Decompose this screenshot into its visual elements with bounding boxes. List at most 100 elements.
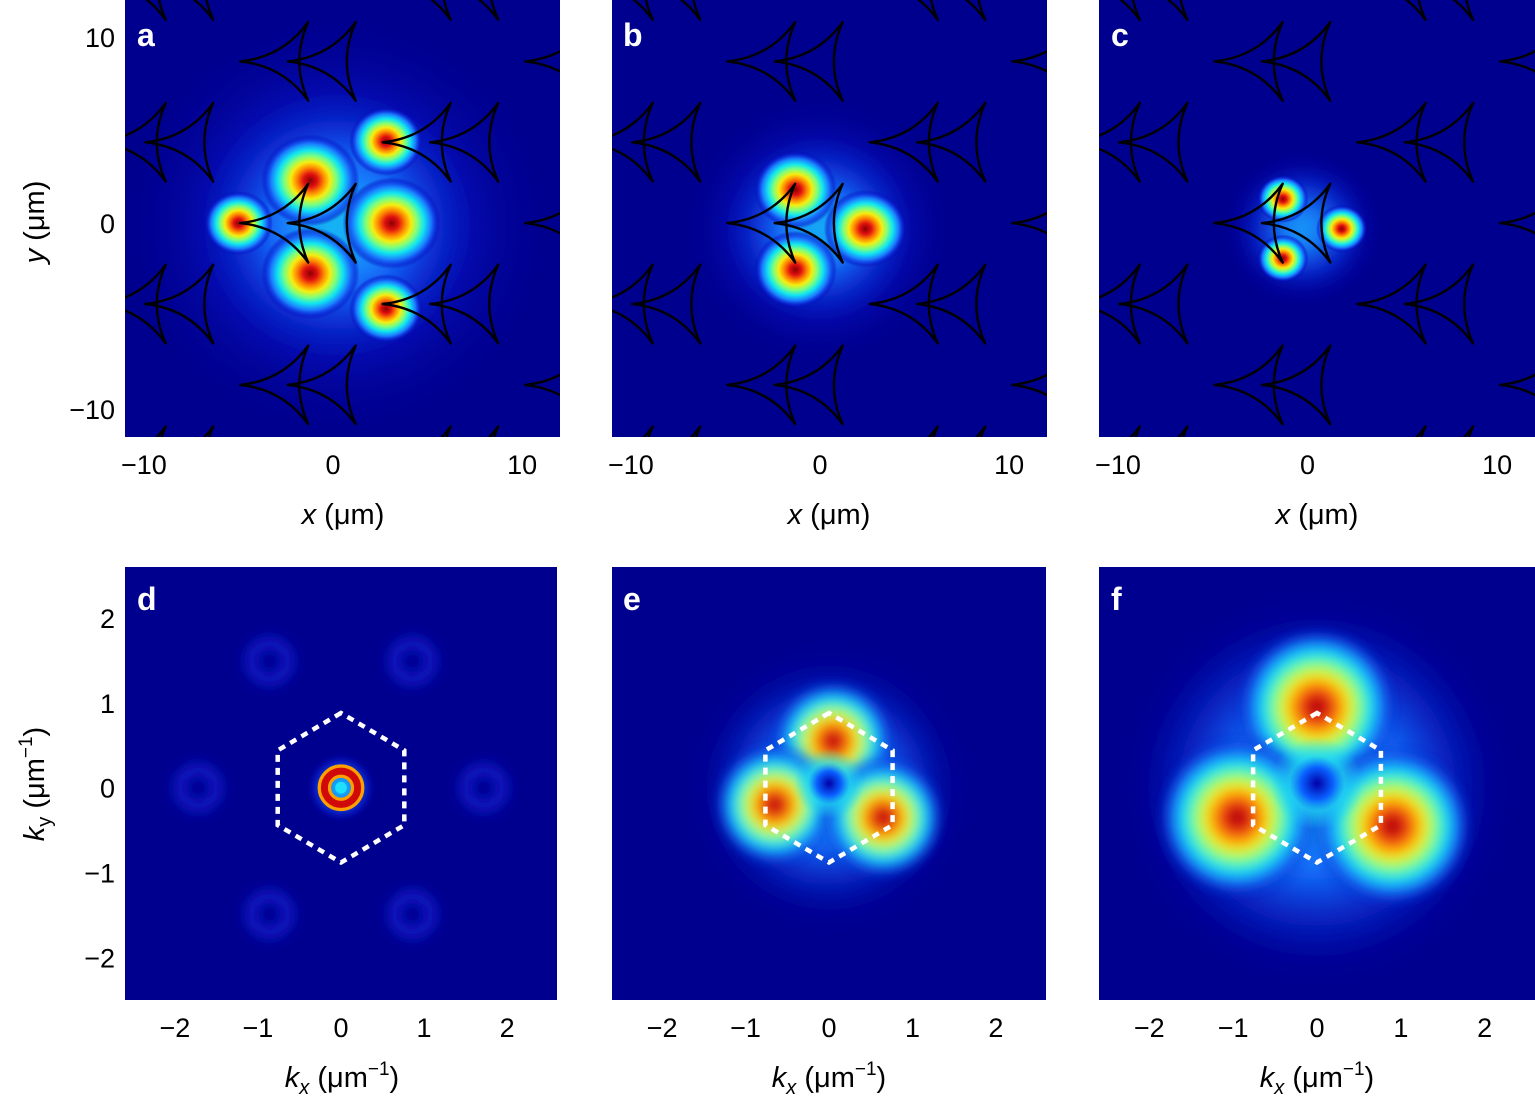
panel-label-e: e bbox=[623, 581, 641, 617]
svg-text:kx (μm−1): kx (μm−1) bbox=[772, 1059, 886, 1098]
pillar-outline bbox=[239, 182, 310, 264]
pillar-outline bbox=[1356, 263, 1427, 345]
momentum-center-e bbox=[793, 748, 865, 819]
xtick-label-f: −2 bbox=[1134, 1013, 1165, 1043]
xlabel-f: kx (μm−1) bbox=[1260, 1059, 1374, 1099]
pillar-outline bbox=[239, 20, 310, 102]
xtick-label-d: 1 bbox=[417, 1013, 432, 1043]
svg-text:kx (μm−1): kx (μm−1) bbox=[285, 1059, 399, 1098]
pillar-outline bbox=[144, 101, 215, 183]
momentum-lobe-f-0 bbox=[1237, 627, 1397, 787]
pillar-outline bbox=[974, 425, 987, 437]
pillar-outline bbox=[726, 344, 797, 426]
pillar-outline bbox=[1415, 425, 1427, 437]
pillar-outline bbox=[1213, 20, 1284, 102]
intensity-peak-c-1 bbox=[1257, 234, 1309, 283]
intensity-peak-a-5 bbox=[204, 190, 273, 256]
pillar-outline bbox=[429, 101, 500, 183]
brillouin-zone-d bbox=[275, 710, 407, 866]
xtick-label-e: 0 bbox=[821, 1013, 836, 1043]
panel-f: −2 −1 0 1 2 bbox=[1099, 567, 1535, 1043]
intensity-peak-a-4 bbox=[349, 274, 423, 344]
pillar-outline bbox=[125, 101, 167, 183]
svg-text:kx (μm−1): kx (μm−1) bbox=[1260, 1059, 1374, 1098]
pillar-outline bbox=[1118, 101, 1189, 183]
pillar-outline bbox=[612, 101, 654, 183]
pillar-outline bbox=[868, 101, 939, 183]
panel-label-c: c bbox=[1111, 17, 1129, 53]
xlabel-e: kx (μm−1) bbox=[772, 1059, 886, 1099]
pillar-outline bbox=[1260, 20, 1332, 102]
pillar-outline bbox=[631, 263, 702, 345]
replica-ring bbox=[244, 636, 295, 687]
intensity-peak-a-1 bbox=[342, 177, 441, 270]
pillar-outline bbox=[1213, 182, 1284, 264]
panel-b: −10 0 10 bbox=[608, 0, 1047, 480]
pillar-outline bbox=[726, 20, 797, 102]
ytick-label-a: 10 bbox=[85, 23, 115, 53]
ytick-label-d: 1 bbox=[100, 689, 115, 719]
xtick-label-f: 0 bbox=[1309, 1013, 1324, 1043]
ring-center bbox=[335, 781, 347, 794]
pillar-outline bbox=[916, 101, 987, 183]
pillar-outline bbox=[440, 425, 452, 437]
svg-text:x (μm): x (μm) bbox=[786, 499, 871, 531]
brillouin-zone-f bbox=[1250, 710, 1384, 866]
intensity-peak-b-0 bbox=[753, 150, 838, 229]
replica-ring bbox=[387, 888, 438, 940]
replica-ring bbox=[387, 636, 438, 687]
xtick-label-e: 1 bbox=[905, 1013, 920, 1043]
xtick-label-c: −10 bbox=[1095, 450, 1141, 480]
pillar-outline bbox=[1260, 344, 1332, 426]
replica-ring bbox=[244, 888, 295, 940]
pillar-outline bbox=[916, 263, 987, 345]
panel-label-a: a bbox=[137, 17, 155, 53]
svg-text:x (μm): x (μm) bbox=[1274, 499, 1359, 531]
panel-d: −2 −1 0 1 2 −2 −1 0 1 2 bbox=[84, 567, 557, 1043]
xtick-label-b: 10 bbox=[994, 450, 1024, 480]
ylabel-momentum: ky (μm−1) bbox=[16, 727, 56, 841]
ytick-label-d: −2 bbox=[84, 944, 115, 974]
pillar-outline bbox=[1118, 263, 1189, 345]
pillar-outline bbox=[286, 20, 357, 102]
xtick-label-b: 0 bbox=[813, 450, 828, 480]
replica-ring bbox=[172, 762, 224, 814]
xtick-label-a: 10 bbox=[507, 450, 537, 480]
xtick-label-f: −1 bbox=[1218, 1013, 1249, 1043]
xtick-label-e: 2 bbox=[988, 1013, 1003, 1043]
xtick-label-f: 1 bbox=[1393, 1013, 1408, 1043]
pillar-outline bbox=[1356, 101, 1427, 183]
panel-label-d: d bbox=[137, 581, 157, 617]
pillar-outline bbox=[487, 425, 500, 437]
replica-ring bbox=[458, 762, 510, 814]
momentum-center-f bbox=[1270, 737, 1364, 830]
xtick-label-d: −2 bbox=[159, 1013, 190, 1043]
pillar-outline bbox=[868, 263, 939, 345]
pillar-outline bbox=[773, 344, 844, 426]
panel-label-f: f bbox=[1111, 581, 1122, 617]
panel-c: −10 0 10 bbox=[1095, 0, 1535, 480]
xtick-label-a: 0 bbox=[326, 450, 341, 480]
ytick-label-d: 0 bbox=[100, 774, 115, 804]
xtick-label-b: −10 bbox=[608, 450, 654, 480]
brillouin-zone-e bbox=[763, 710, 895, 866]
svg-text:x (μm): x (μm) bbox=[300, 499, 385, 531]
xtick-label-d: −1 bbox=[243, 1013, 274, 1043]
pillar-outline bbox=[927, 425, 939, 437]
pillar-outline bbox=[1099, 263, 1141, 345]
pillar-outline bbox=[1403, 101, 1475, 183]
ylabel-real: y (μm) bbox=[19, 181, 51, 266]
ytick-label-a: 0 bbox=[100, 209, 115, 239]
ring-peak bbox=[320, 767, 362, 808]
pillar-outline bbox=[1403, 263, 1475, 345]
pillar-outline bbox=[631, 101, 702, 183]
pillar-outline bbox=[1260, 182, 1332, 264]
xtick-label-a: −10 bbox=[121, 450, 167, 480]
pillar-outline bbox=[381, 263, 452, 345]
pillar-outline bbox=[429, 263, 500, 345]
panel-label-b: b bbox=[623, 17, 643, 53]
intensity-peak-b-1 bbox=[753, 230, 838, 309]
xlabel-a: x (μm) bbox=[300, 499, 385, 531]
pillar-outline bbox=[239, 344, 310, 426]
intensity-peak-c-0 bbox=[1257, 175, 1309, 223]
